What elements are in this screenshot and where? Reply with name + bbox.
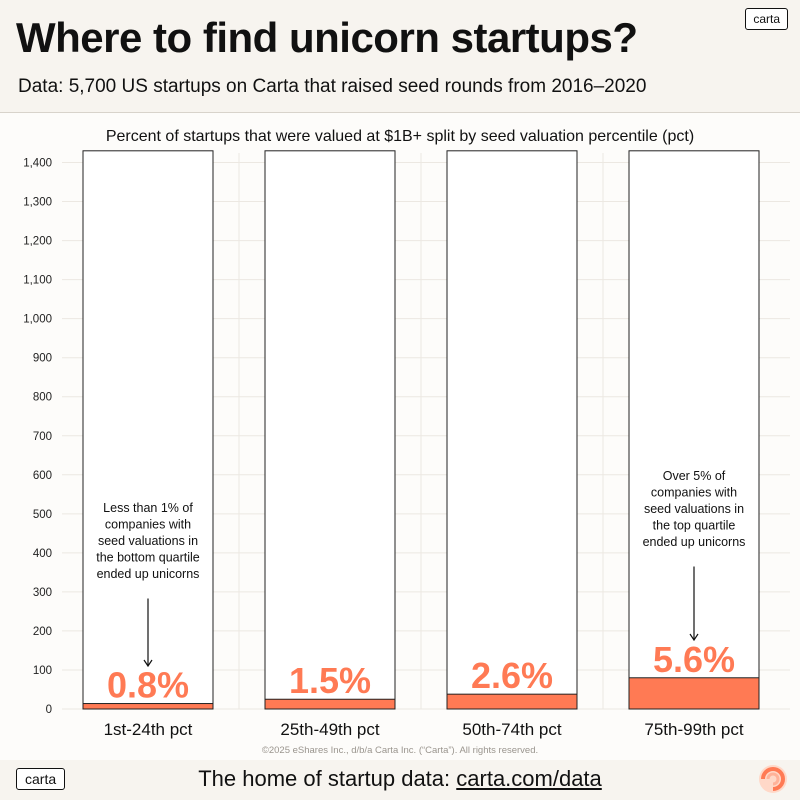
annotation-text: ended up unicorns xyxy=(643,535,746,549)
y-tick-label: 1,200 xyxy=(23,236,52,248)
bar-value xyxy=(82,703,214,710)
y-tick-label: 200 xyxy=(33,626,52,638)
x-tick-label: 25th-49th pct xyxy=(280,720,380,739)
chart-area: Percent of startups that were valued at … xyxy=(0,113,800,760)
data-label: 2.6% xyxy=(471,655,553,696)
data-label: 5.6% xyxy=(653,639,735,680)
page-subtitle: Data: 5,700 US startups on Carta that ra… xyxy=(18,76,647,97)
bar-chart: Percent of startups that were valued at … xyxy=(23,128,790,756)
carta-footer-logo: carta xyxy=(16,768,66,790)
y-tick-label: 100 xyxy=(33,665,52,677)
y-tick-label: 400 xyxy=(33,548,52,560)
y-tick-label: 1,100 xyxy=(23,275,52,287)
y-tick-label: 300 xyxy=(33,587,52,599)
carta-spiral-icon xyxy=(759,765,787,793)
bar-value xyxy=(264,698,396,710)
annotation-text: seed valuations in xyxy=(644,502,744,516)
copyright-notice: ©2025 eShares Inc., d/b/a Carta Inc. (“C… xyxy=(262,745,538,756)
x-tick-label: 75th-99th pct xyxy=(644,720,744,739)
y-tick-label: 700 xyxy=(33,431,52,443)
x-tick-label: 50th-74th pct xyxy=(462,720,562,739)
y-tick-label: 600 xyxy=(33,470,52,482)
footer-link[interactable]: carta.com/data xyxy=(456,766,602,791)
footer-tagline: The home of startup data: carta.com/data xyxy=(0,764,800,794)
bar-total xyxy=(264,150,396,710)
y-tick-label: 0 xyxy=(46,704,52,716)
annotation-text: the top quartile xyxy=(653,519,736,533)
y-tick-label: 800 xyxy=(33,392,52,404)
page-title: Where to find unicorn startups? xyxy=(16,14,638,61)
page-header: Where to find unicorn startups? Data: 5,… xyxy=(0,0,800,113)
footer-tagline-text: The home of startup data: xyxy=(198,766,457,791)
chart-title: Percent of startups that were valued at … xyxy=(106,128,694,145)
annotation-text: the bottom quartile xyxy=(96,551,200,565)
annotation-text: seed valuations in xyxy=(98,534,198,548)
bar-value xyxy=(628,677,760,710)
annotation-arrowhead xyxy=(689,633,699,642)
annotation-text: Less than 1% of xyxy=(103,501,193,515)
bar-value xyxy=(446,693,578,710)
y-tick-label: 1,300 xyxy=(23,197,52,209)
annotation-text: Over 5% of xyxy=(663,469,726,483)
annotation-text: companies with xyxy=(105,518,191,532)
annotation-text: ended up unicorns xyxy=(97,567,200,581)
y-tick-label: 500 xyxy=(33,509,52,521)
bar-total xyxy=(446,150,578,710)
data-label: 1.5% xyxy=(289,660,371,701)
data-label: 0.8% xyxy=(107,665,189,706)
y-tick-label: 1,400 xyxy=(23,158,52,170)
annotation-arrowhead xyxy=(143,659,153,668)
y-tick-label: 1,000 xyxy=(23,314,52,326)
y-tick-label: 900 xyxy=(33,353,52,365)
page-footer xyxy=(0,760,800,800)
annotation-text: companies with xyxy=(651,486,737,500)
x-tick-label: 1st-24th pct xyxy=(104,720,193,739)
carta-logo: carta xyxy=(745,8,788,30)
